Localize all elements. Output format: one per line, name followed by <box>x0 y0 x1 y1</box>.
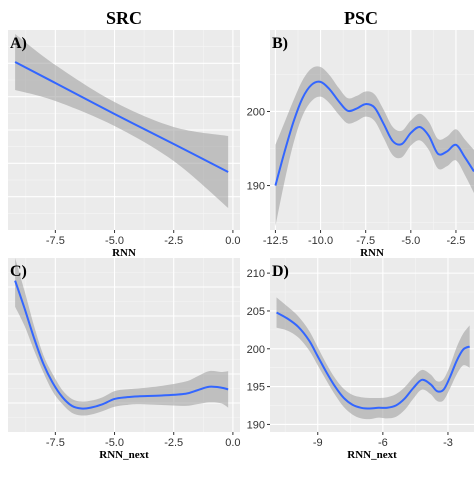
x-tick-label: -7.5 <box>356 235 375 247</box>
plot-area <box>14 258 229 416</box>
panel-letter: B) <box>272 35 288 52</box>
x-tick-label: -12.5 <box>263 235 288 247</box>
plot-area <box>14 34 229 208</box>
x-tick-label: -3 <box>443 437 453 449</box>
x-axis-title: RNN_next <box>347 449 397 461</box>
y-tick-label: 195 <box>247 382 265 394</box>
col-title-psc: PSC <box>344 8 378 28</box>
y-tick-label: 210 <box>247 268 265 280</box>
panel-letter: D) <box>272 263 289 280</box>
confidence-band-1 <box>15 258 229 416</box>
plot-area <box>274 66 474 227</box>
plot-background <box>270 30 474 230</box>
series-line-1 <box>274 80 474 186</box>
x-tick-label: -7.5 <box>46 437 65 449</box>
x-tick-label: -9 <box>313 437 323 449</box>
x-axis-title: RNN_next <box>99 449 149 461</box>
x-axis-title: RNN <box>360 247 384 259</box>
confidence-band-1 <box>276 297 470 420</box>
y-tick-label: 200 <box>247 344 265 356</box>
panel-letter: A) <box>10 35 27 52</box>
series-line-1 <box>14 280 229 410</box>
x-tick-label: -2.5 <box>164 437 183 449</box>
x-tick-label: -5.0 <box>105 235 124 247</box>
x-tick-label: -6 <box>378 437 388 449</box>
chart-panel-3: -7.5 -5.0 -2.5 0.0 RNN_next C) <box>8 258 241 461</box>
x-tick-label: 0.0 <box>225 235 240 247</box>
y-tick-label: 200 <box>247 106 265 118</box>
x-tick-label: -7.5 <box>46 235 65 247</box>
y-tick-label: 190 <box>247 419 265 431</box>
col-title-src: SRC <box>106 8 142 28</box>
series-line-1 <box>14 61 229 173</box>
confidence-band-1 <box>15 34 229 208</box>
chart-panel-2: -12.5 -10.0 -7.5 -5.0 -2.5 190 200 RNN B) <box>247 30 474 259</box>
x-tick-label: -10.0 <box>308 235 333 247</box>
y-tick-label: 205 <box>247 306 265 318</box>
x-tick-label: -2.5 <box>446 235 465 247</box>
x-tick-label: -2.5 <box>164 235 183 247</box>
plot-area <box>276 297 471 420</box>
y-tick-label: 190 <box>247 181 265 193</box>
chart-panel-4: -9 -6 -3 190 195 200 205 210 RNN_next D) <box>247 258 474 461</box>
x-tick-label: -5.0 <box>105 437 124 449</box>
series-line-1 <box>276 311 471 410</box>
x-tick-label: -5.0 <box>401 235 420 247</box>
x-axis-title: RNN <box>112 247 136 259</box>
chart-panel-1: -7.5 -5.0 -2.5 0.0 RNN A) <box>8 30 241 259</box>
panel-letter: C) <box>10 263 27 280</box>
x-tick-label: 0.0 <box>225 437 240 449</box>
